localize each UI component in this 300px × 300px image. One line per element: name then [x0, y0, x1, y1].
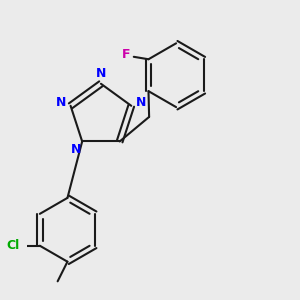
- Text: F: F: [122, 48, 131, 61]
- Text: N: N: [96, 68, 106, 80]
- Text: Cl: Cl: [6, 239, 20, 252]
- Text: N: N: [56, 96, 66, 109]
- Text: N: N: [71, 143, 82, 156]
- Text: N: N: [135, 96, 146, 109]
